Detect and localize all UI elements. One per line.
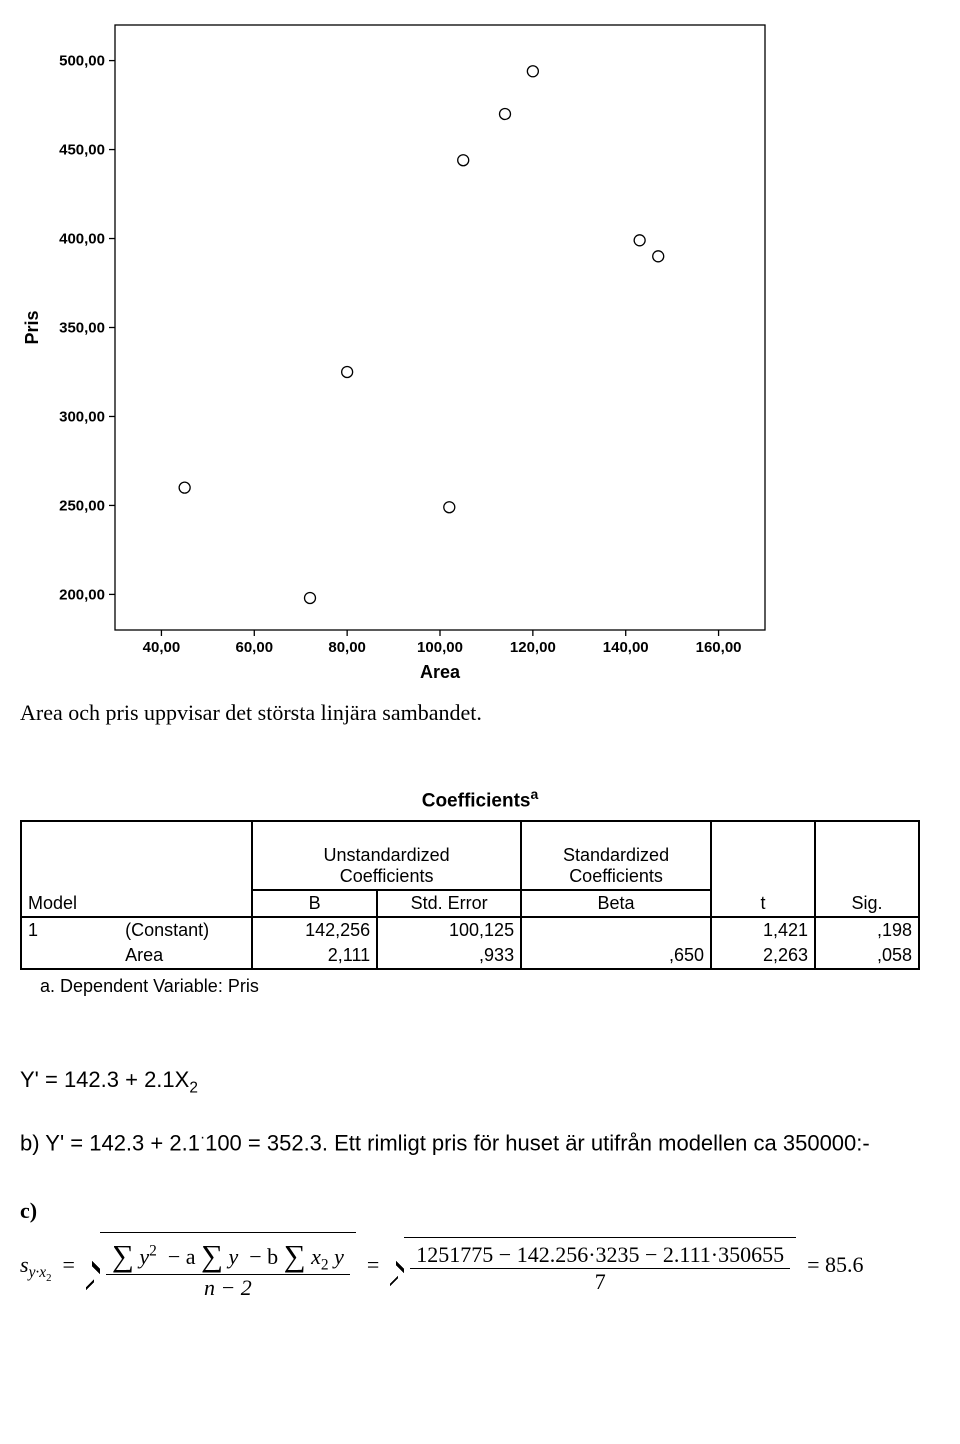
- col-model: Model: [28, 893, 77, 913]
- lhs-sym: s: [20, 1251, 29, 1276]
- cell-t: 2,263: [763, 945, 808, 965]
- colgrp-unstd: Unstandardized Coefficients: [324, 845, 450, 886]
- cell-se: ,933: [479, 945, 514, 965]
- colgrp-std: Standardized Coefficients: [563, 845, 669, 886]
- coefficients-table: Model Unstandardized Coefficients Standa…: [20, 820, 920, 970]
- equation-part-b: b) Y' = 142.3 + 2.1·100 = 352.3. Ett rim…: [20, 1128, 940, 1158]
- term: x: [311, 1244, 321, 1269]
- coef-title-super: a: [530, 786, 538, 802]
- term: y: [334, 1244, 344, 1269]
- eq1-sub: 2: [189, 1080, 198, 1097]
- svg-text:Pris: Pris: [22, 310, 42, 344]
- svg-text:200,00: 200,00: [59, 586, 105, 603]
- svg-text:450,00: 450,00: [59, 142, 105, 159]
- footnote-marker: a.: [40, 976, 55, 996]
- part-c-formula: sy·x2 = ∑ y2 − a ∑ y − b ∑ x2 y n − 2 = …: [20, 1232, 960, 1301]
- equation-yprime: Y' = 142.3 + 2.1X2: [20, 1067, 960, 1097]
- svg-text:350,00: 350,00: [59, 320, 105, 337]
- svg-text:40,00: 40,00: [143, 639, 181, 656]
- cell-se: 100,125: [449, 920, 514, 940]
- chart-caption: Area och pris uppvisar det största linjä…: [20, 700, 960, 726]
- footnote-text: Dependent Variable: Pris: [60, 976, 259, 996]
- svg-text:140,00: 140,00: [603, 639, 649, 656]
- den2: 7: [410, 1269, 790, 1295]
- lhs-sub: y·x: [29, 1264, 47, 1281]
- sigma-icon: ∑: [284, 1239, 306, 1273]
- term-sub: 2: [321, 1256, 329, 1273]
- coef-title-text: Coefficients: [422, 790, 531, 811]
- cell-b: 2,111: [328, 945, 370, 965]
- sqrt-1: ∑ y2 − a ∑ y − b ∑ x2 y n − 2: [86, 1232, 356, 1301]
- cell-t: 1,421: [763, 920, 808, 940]
- cell-b: 142,256: [305, 920, 370, 940]
- term-sup: 2: [149, 1242, 157, 1259]
- fraction-2: 1251775 − 142.256·3235 − 2.111·350655 7: [410, 1242, 790, 1295]
- cell-beta: ,650: [669, 945, 704, 965]
- col-t: t: [760, 893, 765, 913]
- lhs-sub2: 2: [46, 1272, 51, 1284]
- cell-sig: ,198: [877, 920, 912, 940]
- num2: 1251775 − 142.256·3235 − 2.111·350655: [410, 1242, 790, 1269]
- cell-label: Area: [125, 945, 163, 965]
- scatter-chart: 200,00 250,00 300,00 350,00 400,00 450,00 500,…: [20, 20, 960, 690]
- eq1-text: Y' = 142.3 + 2.1X: [20, 1067, 189, 1092]
- part-c-label: c): [20, 1198, 960, 1224]
- fraction-1: ∑ y2 − a ∑ y − b ∑ x2 y n − 2: [106, 1237, 350, 1301]
- cell-label: (Constant): [125, 920, 209, 940]
- svg-text:500,00: 500,00: [59, 53, 105, 70]
- partc-result: 85.6: [825, 1251, 864, 1276]
- svg-text:250,00: 250,00: [59, 497, 105, 514]
- col-beta: Beta: [598, 893, 635, 913]
- sigma-icon: ∑: [201, 1239, 223, 1273]
- coef-table-title: Coefficientsa: [0, 786, 960, 812]
- sqrt-2: 1251775 − 142.256·3235 − 2.111·350655 7: [390, 1237, 796, 1295]
- eq2-tail: 100 = 352.3. Ett rimligt pris för huset …: [205, 1130, 870, 1155]
- eq2-lead: b) Y' = 142.3 + 2.1: [20, 1130, 200, 1155]
- den1: n − 2: [204, 1275, 252, 1300]
- table-footnote: a. Dependent Variable: Pris: [40, 976, 960, 997]
- chart-svg: 200,00 250,00 300,00 350,00 400,00 450,00 500,…: [20, 20, 790, 685]
- svg-text:100,00: 100,00: [417, 639, 463, 656]
- svg-text:120,00: 120,00: [510, 639, 556, 656]
- term: − b: [249, 1244, 278, 1269]
- table-row: 1 (Constant) 142,256 100,125 1,421 ,198: [21, 917, 919, 943]
- sigma-icon: ∑: [112, 1239, 134, 1273]
- col-se: Std. Error: [411, 893, 488, 913]
- svg-text:300,00: 300,00: [59, 408, 105, 425]
- svg-text:Area: Area: [420, 662, 461, 682]
- svg-text:60,00: 60,00: [236, 639, 274, 656]
- cell-sig: ,058: [877, 945, 912, 965]
- svg-text:160,00: 160,00: [696, 639, 742, 656]
- term: y: [139, 1244, 149, 1269]
- col-b: B: [309, 893, 321, 913]
- svg-text:400,00: 400,00: [59, 231, 105, 248]
- col-sig: Sig.: [851, 893, 882, 913]
- table-row: Area 2,111 ,933 ,650 2,263 ,058: [21, 943, 919, 969]
- term: − a: [168, 1244, 196, 1269]
- cell-model: 1: [28, 920, 38, 940]
- svg-text:80,00: 80,00: [328, 639, 366, 656]
- term: y: [228, 1244, 238, 1269]
